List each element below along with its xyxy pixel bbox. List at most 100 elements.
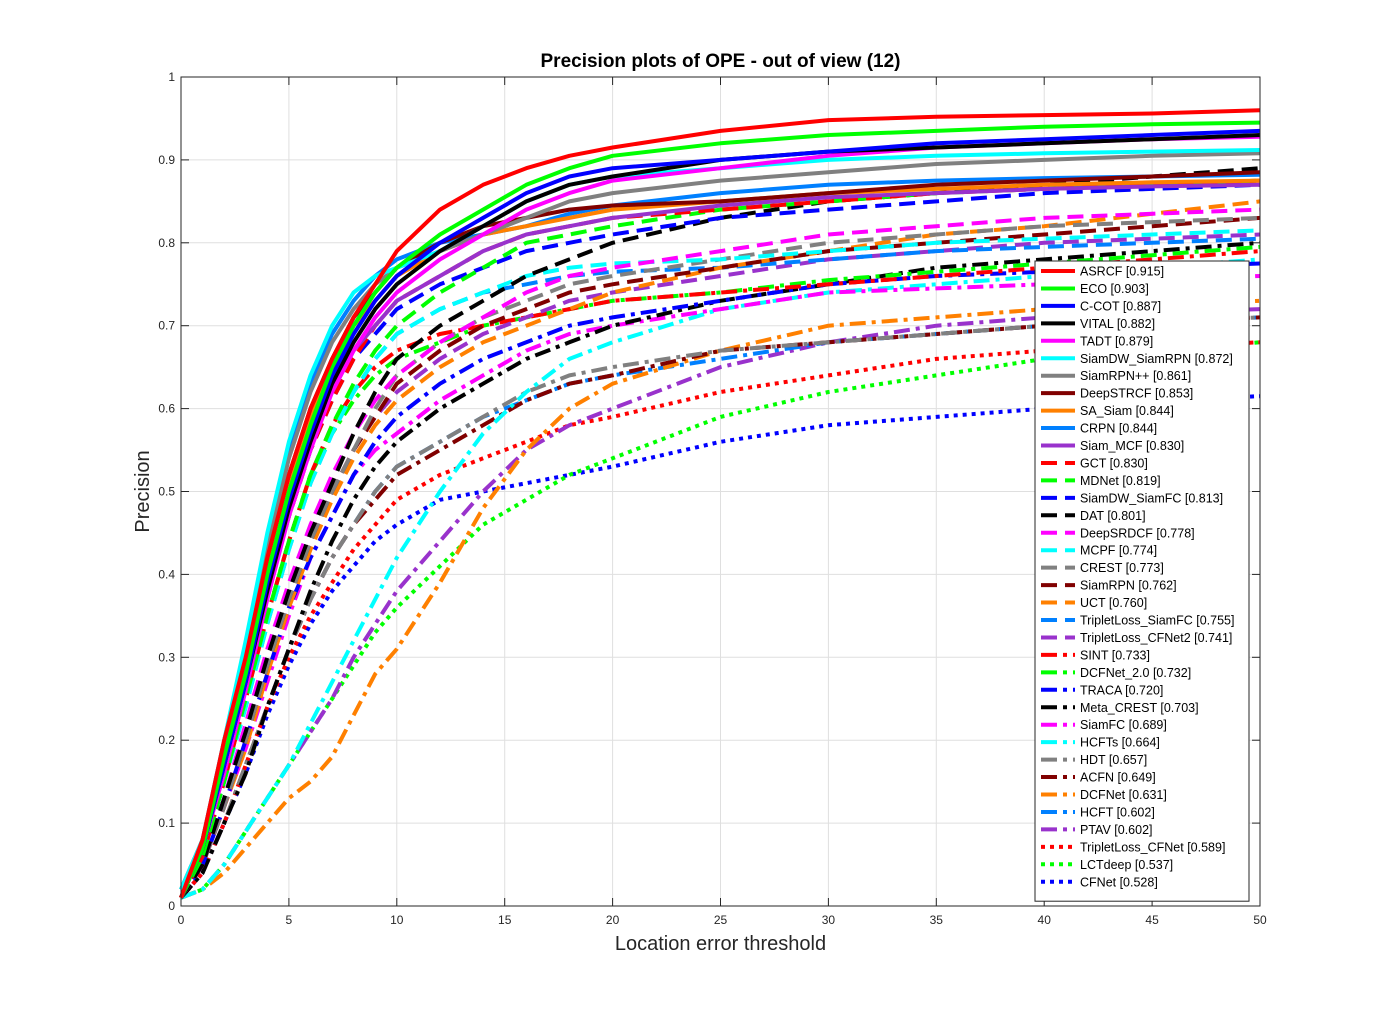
- legend-entry: VITAL [0.882]: [1041, 317, 1155, 331]
- legend-entry: DCFNet [0.631]: [1041, 788, 1167, 802]
- legend-label: ASRCF [0.915]: [1080, 265, 1164, 279]
- legend-label: C-COT [0.887]: [1080, 299, 1161, 313]
- x-tick-label: 10: [390, 913, 404, 927]
- legend-label: MCPF [0.774]: [1080, 544, 1157, 558]
- series-line-tripletloss-cfnet: [179, 340, 1261, 900]
- legend-label: ACFN [0.649]: [1080, 771, 1156, 785]
- series-line-eco: [179, 120, 1261, 899]
- y-tick-label: 0.7: [158, 319, 175, 333]
- legend-entry: HCFT [0.602]: [1041, 805, 1155, 819]
- y-axis-label: Precision: [132, 450, 154, 532]
- legend-entry: MDNet [0.819]: [1041, 474, 1161, 488]
- y-tick-label: 0.9: [158, 153, 175, 167]
- legend-label: HCFT [0.602]: [1080, 805, 1155, 819]
- legend-entry: SiamRPN++ [0.861]: [1041, 369, 1191, 383]
- legend: ASRCF [0.915] ECO [0.903] C-COT [0.887] VIT…: [1034, 260, 1250, 902]
- series-line-deepsrdcf: [179, 207, 1261, 899]
- legend-entry: SiamDW_SiamRPN [0.872]: [1041, 352, 1233, 366]
- y-tick-label: 0.3: [158, 650, 175, 664]
- legend-label: TripletLoss_CFNet [0.589]: [1080, 840, 1225, 854]
- legend-entry: DAT [0.801]: [1041, 509, 1146, 523]
- legend-label: SINT [0.733]: [1080, 648, 1150, 662]
- series-line-dcfnet: [180, 298, 1261, 900]
- series-line-acfn: [179, 315, 1261, 900]
- series-line-mcpf: [179, 228, 1261, 899]
- x-tick-label: 15: [498, 913, 512, 927]
- series-line-hdt: [179, 315, 1261, 900]
- x-tick-label: 5: [286, 913, 293, 927]
- series-line-mdnet: [179, 178, 1261, 899]
- legend-label: VITAL [0.882]: [1080, 317, 1155, 331]
- series-line-crest: [179, 215, 1261, 899]
- y-tick-label: 0.4: [158, 567, 175, 581]
- legend-entry: ACFN [0.649]: [1041, 771, 1156, 785]
- series-line-lctdeep: [180, 340, 1261, 900]
- legend-entry: SiamDW_SiamFC [0.813]: [1041, 491, 1223, 505]
- legend-entry: UCT [0.760]: [1041, 596, 1147, 610]
- legend-entry: CFNet [0.528]: [1041, 875, 1158, 889]
- x-axis-label: Location error threshold: [615, 933, 826, 955]
- legend-entry: TripletLoss_CFNet [0.589]: [1041, 840, 1225, 854]
- legend-entry: CRPN [0.844]: [1041, 422, 1157, 436]
- legend-label: TripletLoss_CFNet2 [0.741]: [1080, 631, 1232, 645]
- legend-label: CREST [0.773]: [1080, 561, 1164, 575]
- legend-label: GCT [0.830]: [1080, 456, 1148, 470]
- x-tick-label: 0: [178, 913, 185, 927]
- legend-label: SiamRPN++ [0.861]: [1080, 369, 1191, 383]
- x-tick-label: 45: [1145, 913, 1159, 927]
- y-tick-label: 0.8: [158, 236, 175, 250]
- y-axis-ticks: 0 0.1 0.2 0.3 0.4 0.5 0.6 0.7 0.8 0.9 1: [158, 70, 1260, 913]
- chart-title: Precision plots of OPE - out of view (12…: [541, 51, 901, 72]
- series-line-hcfts: [180, 257, 1261, 900]
- legend-entry: DeepSRDCF [0.778]: [1041, 526, 1195, 540]
- legend-entry: C-COT [0.887]: [1041, 299, 1161, 313]
- plot-frame: [180, 76, 1261, 907]
- legend-label: SiamDW_SiamFC [0.813]: [1080, 491, 1223, 505]
- legend-label: SiamFC [0.689]: [1080, 718, 1167, 732]
- legend-entry: DeepSTRCF [0.853]: [1041, 387, 1193, 401]
- legend-label: CFNet [0.528]: [1080, 875, 1158, 889]
- x-tick-label: 40: [1038, 913, 1052, 927]
- legend-entry: HDT [0.657]: [1041, 753, 1147, 767]
- legend-label: CRPN [0.844]: [1080, 422, 1157, 436]
- series-line-asrcf: [179, 108, 1261, 899]
- legend-entry: MCPF [0.774]: [1041, 544, 1157, 558]
- legend-entry: TADT [0.879]: [1041, 334, 1153, 348]
- series-line-meta-crest: [179, 240, 1261, 900]
- legend-entry: SiamFC [0.689]: [1041, 718, 1167, 732]
- x-tick-label: 30: [822, 913, 836, 927]
- x-tick-label: 20: [606, 913, 620, 927]
- legend-entry: Meta_CREST [0.703]: [1041, 701, 1199, 715]
- legend-label: DeepSRDCF [0.778]: [1080, 526, 1195, 540]
- y-tick-label: 1: [168, 70, 175, 84]
- series-line-siamrpn: [179, 215, 1261, 899]
- series-line-uct: [179, 199, 1261, 899]
- legend-entry: GCT [0.830]: [1041, 456, 1148, 470]
- legend-entry: HCFTs [0.664]: [1041, 736, 1160, 750]
- x-axis-ticks: 0 5 10 15 20 25 30 35 40 45 50: [178, 77, 1267, 927]
- series-line-dat: [179, 166, 1261, 899]
- legend-label: Meta_CREST [0.703]: [1080, 701, 1199, 715]
- legend-box: [1034, 260, 1250, 902]
- legend-entry: LCTdeep [0.537]: [1041, 858, 1173, 872]
- legend-label: PTAV [0.602]: [1080, 823, 1153, 837]
- legend-entry: TripletLoss_CFNet2 [0.741]: [1041, 631, 1232, 645]
- x-tick-label: 25: [714, 913, 728, 927]
- y-tick-label: 0.5: [158, 485, 175, 499]
- legend-entry: TRACA [0.720]: [1041, 683, 1163, 697]
- x-tick-label: 50: [1253, 913, 1267, 927]
- legend-label: TADT [0.879]: [1080, 334, 1153, 348]
- legend-entry: Siam_MCF [0.830]: [1041, 439, 1184, 453]
- legend-label: DeepSTRCF [0.853]: [1080, 387, 1193, 401]
- legend-label: DCFNet [0.631]: [1080, 788, 1167, 802]
- legend-label: MDNet [0.819]: [1080, 474, 1161, 488]
- legend-entry: CREST [0.773]: [1041, 561, 1164, 575]
- y-tick-label: 0.1: [158, 816, 175, 830]
- legend-entry: PTAV [0.602]: [1041, 823, 1153, 837]
- legend-label: DCFNet_2.0 [0.732]: [1080, 666, 1191, 680]
- y-tick-label: 0.2: [158, 733, 175, 747]
- legend-label: HCFTs [0.664]: [1080, 736, 1160, 750]
- legend-label: LCTdeep [0.537]: [1080, 858, 1173, 872]
- legend-label: TripletLoss_SiamFC [0.755]: [1080, 614, 1234, 628]
- legend-entry: SA_Siam [0.844]: [1041, 404, 1174, 418]
